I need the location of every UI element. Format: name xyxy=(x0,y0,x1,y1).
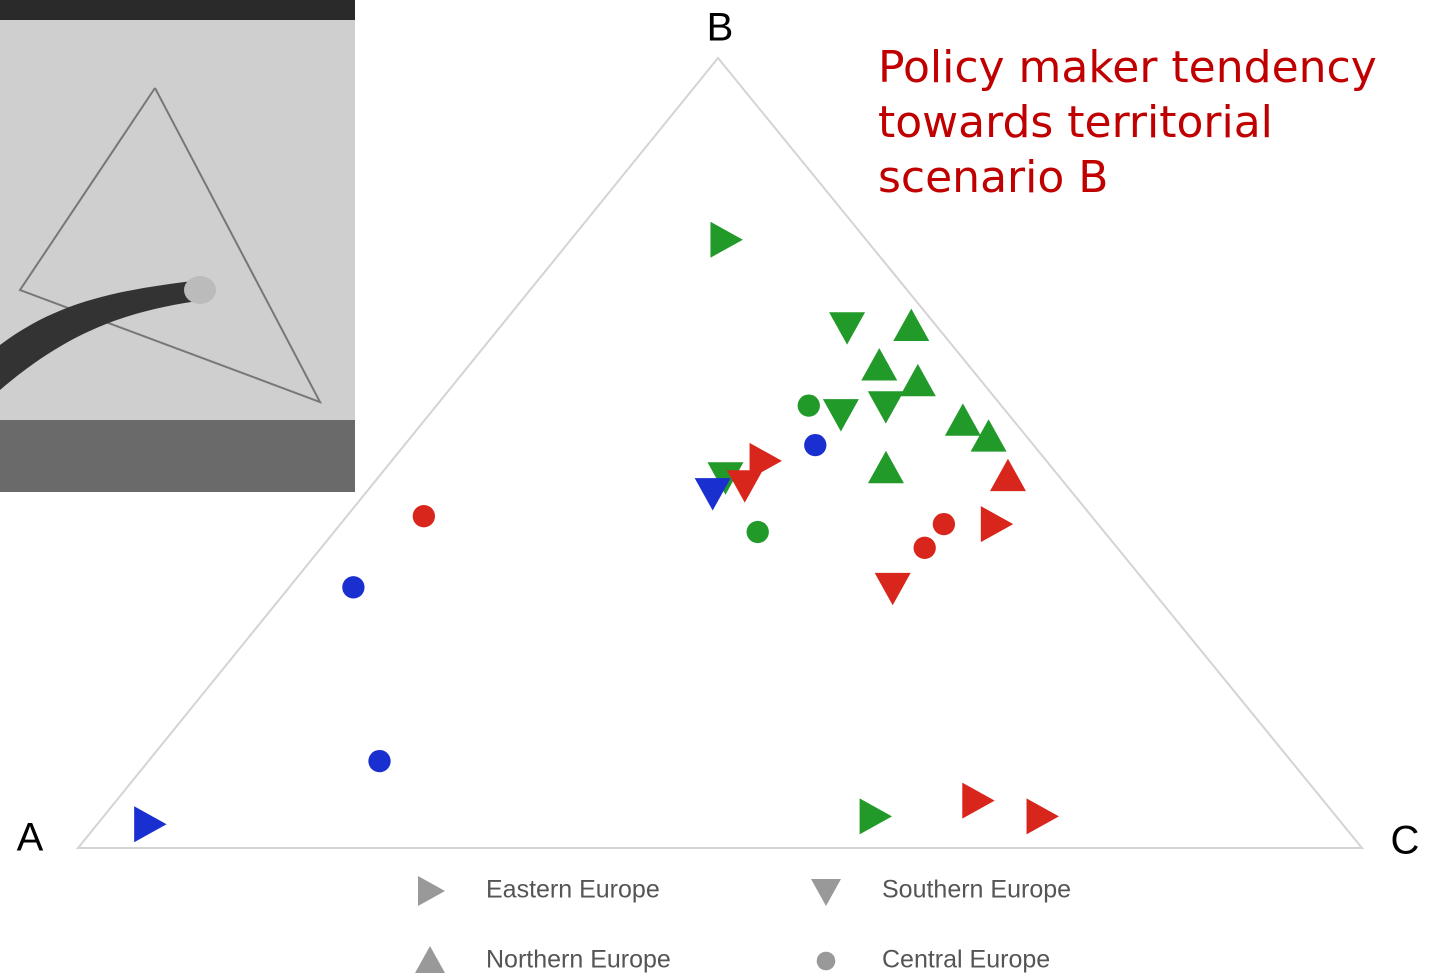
data-point xyxy=(899,363,936,397)
data-point xyxy=(980,506,1014,543)
data-point xyxy=(1026,798,1059,835)
legend-marker xyxy=(418,876,445,906)
data-point xyxy=(962,782,995,819)
corner-label: A xyxy=(17,816,44,860)
data-point xyxy=(859,798,892,835)
data-point xyxy=(944,403,981,436)
data-point xyxy=(726,470,763,503)
legend-marker xyxy=(816,951,836,971)
data-point xyxy=(829,312,866,345)
legend-label: Northern Europe xyxy=(486,946,671,974)
data-point xyxy=(804,433,827,457)
annotation: Policy maker tendency xyxy=(878,42,1377,93)
data-point xyxy=(342,576,365,599)
data-point xyxy=(412,505,435,528)
data-point xyxy=(861,348,898,381)
legend-marker xyxy=(415,946,445,973)
data-point xyxy=(797,394,820,417)
data-point xyxy=(970,419,1007,452)
data-point xyxy=(749,442,782,479)
annotation: towards territorial xyxy=(878,97,1273,148)
data-point xyxy=(368,749,391,773)
data-point xyxy=(989,458,1026,492)
data-point xyxy=(867,391,904,424)
annotation: scenario B xyxy=(878,152,1108,203)
corner-label: B xyxy=(707,6,734,50)
data-point xyxy=(746,520,769,544)
legend-label: Southern Europe xyxy=(882,876,1071,904)
corner-label: C xyxy=(1391,819,1420,863)
photo xyxy=(0,0,355,492)
legend-marker xyxy=(811,879,841,906)
data-point xyxy=(893,308,930,341)
legend-label: Central Europe xyxy=(882,946,1050,974)
data-point xyxy=(874,572,911,606)
data-point xyxy=(694,478,731,511)
data-point xyxy=(867,450,904,484)
legend-label: Eastern Europe xyxy=(486,876,660,904)
data-point xyxy=(710,221,743,258)
data-point xyxy=(932,512,956,536)
triangle xyxy=(75,56,1365,849)
data-point xyxy=(822,399,859,432)
data-point xyxy=(913,536,936,559)
data-point xyxy=(134,806,167,843)
